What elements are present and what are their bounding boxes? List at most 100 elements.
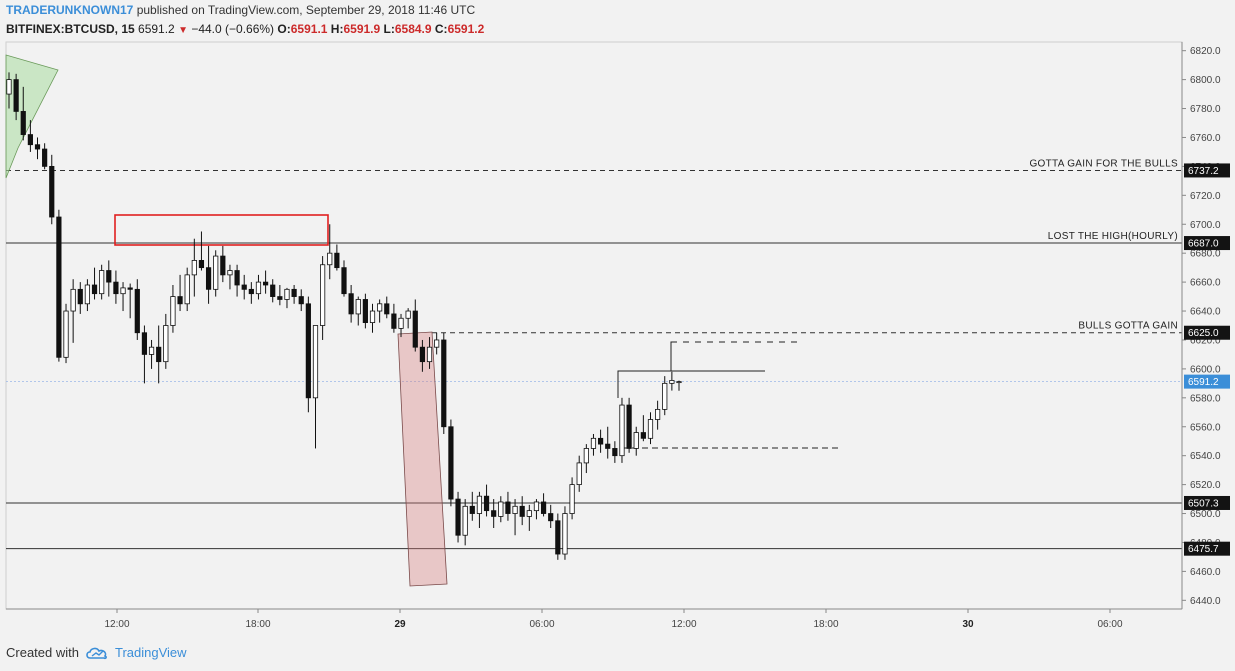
candle-body xyxy=(398,317,404,329)
candle-body xyxy=(498,501,504,517)
candle-body xyxy=(127,287,133,290)
y-tick-label: 6620.0 xyxy=(1190,335,1221,346)
projection-line xyxy=(670,341,800,371)
candle-body xyxy=(312,325,319,399)
candle-body xyxy=(441,339,447,428)
price-badge xyxy=(1184,236,1230,251)
candle-body xyxy=(405,310,411,319)
y-tick-label: 6680.0 xyxy=(1190,249,1221,260)
high-value: 6591.9 xyxy=(343,22,381,36)
candle-body xyxy=(633,432,639,449)
candle-body xyxy=(6,79,12,95)
candle-body xyxy=(191,260,197,276)
candle-body xyxy=(220,255,226,276)
range-top-line xyxy=(617,370,765,398)
y-tick-label: 6580.0 xyxy=(1190,393,1221,404)
y-tick-label: 6800.0 xyxy=(1190,75,1221,86)
candle-body xyxy=(113,281,119,295)
open-value: 6591.1 xyxy=(290,22,328,36)
candle-body xyxy=(255,281,262,295)
candle-body xyxy=(640,432,646,439)
candle-body xyxy=(590,437,597,449)
candle-body xyxy=(284,288,290,300)
candle-body xyxy=(198,260,205,269)
candle-body xyxy=(56,216,62,358)
candle-body xyxy=(156,346,162,363)
candle-body xyxy=(605,443,611,449)
candle-body xyxy=(134,288,140,334)
down-arrow-icon: ▼ xyxy=(178,25,188,36)
candle-body xyxy=(569,484,575,514)
candle-body xyxy=(469,505,475,514)
drop-channel-drawing xyxy=(397,331,448,587)
candle-body xyxy=(369,310,376,324)
y-tick-label: 6820.0 xyxy=(1190,46,1221,57)
candle-body xyxy=(334,252,340,269)
candle-body xyxy=(234,270,240,286)
candle-body xyxy=(355,299,361,315)
candle-body xyxy=(412,310,418,348)
x-tick-label: 06:00 xyxy=(529,619,554,630)
candle-body xyxy=(455,498,461,536)
last-price-badge xyxy=(1184,374,1230,389)
candle-body xyxy=(548,513,554,522)
y-tick-label: 6600.0 xyxy=(1190,364,1221,375)
candle-body xyxy=(248,288,254,295)
candle-body xyxy=(562,513,568,555)
plot-frame xyxy=(5,41,1183,610)
last-price: 6591.2 xyxy=(138,22,175,36)
y-tick-label: 6520.0 xyxy=(1190,480,1221,491)
low-value: 6584.9 xyxy=(394,22,432,36)
tradingview-cloud-icon xyxy=(86,647,107,659)
candle-body xyxy=(512,505,518,514)
price-badge-label: 6507.3 xyxy=(1188,498,1219,509)
candle-body xyxy=(533,501,540,512)
candle-body xyxy=(84,284,91,305)
y-tick-label: 6660.0 xyxy=(1190,278,1221,289)
candle-body xyxy=(362,299,368,324)
candle-body xyxy=(213,255,219,290)
candle-body xyxy=(63,310,69,358)
candle-body xyxy=(49,165,55,218)
price-badge-label: 6687.0 xyxy=(1188,239,1219,250)
x-tick-label: 06:00 xyxy=(1097,619,1122,630)
high-label: H: xyxy=(330,22,344,36)
y-tick-label: 6760.0 xyxy=(1190,133,1221,144)
price-badge-label: 6625.0 xyxy=(1188,328,1219,339)
x-tick-label: 12:00 xyxy=(104,619,129,630)
x-tick-label: 12:00 xyxy=(671,619,696,630)
candle-body xyxy=(341,267,347,295)
symbol-info-bar: BITFINEX:BTCUSD, 15 6591.2 ▼ −44.0 (−0.6… xyxy=(6,22,484,36)
drawings-layer xyxy=(5,54,840,587)
x-tick-label: 29 xyxy=(394,619,406,630)
y-tick-label: 6720.0 xyxy=(1190,191,1221,202)
y-tick-label: 6780.0 xyxy=(1190,104,1221,115)
candle-body xyxy=(434,339,440,348)
candle-body xyxy=(462,505,468,536)
candle-body xyxy=(298,296,304,305)
candle-body xyxy=(391,313,397,329)
close-label: C: xyxy=(434,22,448,36)
y-tick-label: 6500.0 xyxy=(1190,509,1221,520)
y-tick-label: 6560.0 xyxy=(1190,422,1221,433)
triangle-drawing xyxy=(5,54,59,179)
candle-body xyxy=(526,510,532,517)
candle-body xyxy=(384,303,390,315)
levels-layer: GOTTA GAIN FOR THE BULLS LOST THE HIGH(HO… xyxy=(6,158,1182,550)
x-tick-label: 18:00 xyxy=(813,619,838,630)
grid-layer xyxy=(5,41,1183,610)
candle-body xyxy=(626,404,632,449)
candle-body xyxy=(662,382,668,410)
price-badge xyxy=(1184,163,1230,178)
candle-body xyxy=(426,346,433,363)
low-label: L: xyxy=(383,22,395,36)
author-link[interactable]: TRADERUNKNOWN17 xyxy=(6,3,134,17)
candle-body xyxy=(305,303,311,399)
candle-body xyxy=(227,270,233,276)
tradingview-link[interactable]: TradingView xyxy=(114,645,187,660)
candle-body xyxy=(13,79,19,112)
candle-body xyxy=(177,296,183,305)
symbol-name[interactable]: BITFINEX:BTCUSD, 15 xyxy=(6,22,135,36)
candle-body xyxy=(70,288,76,312)
